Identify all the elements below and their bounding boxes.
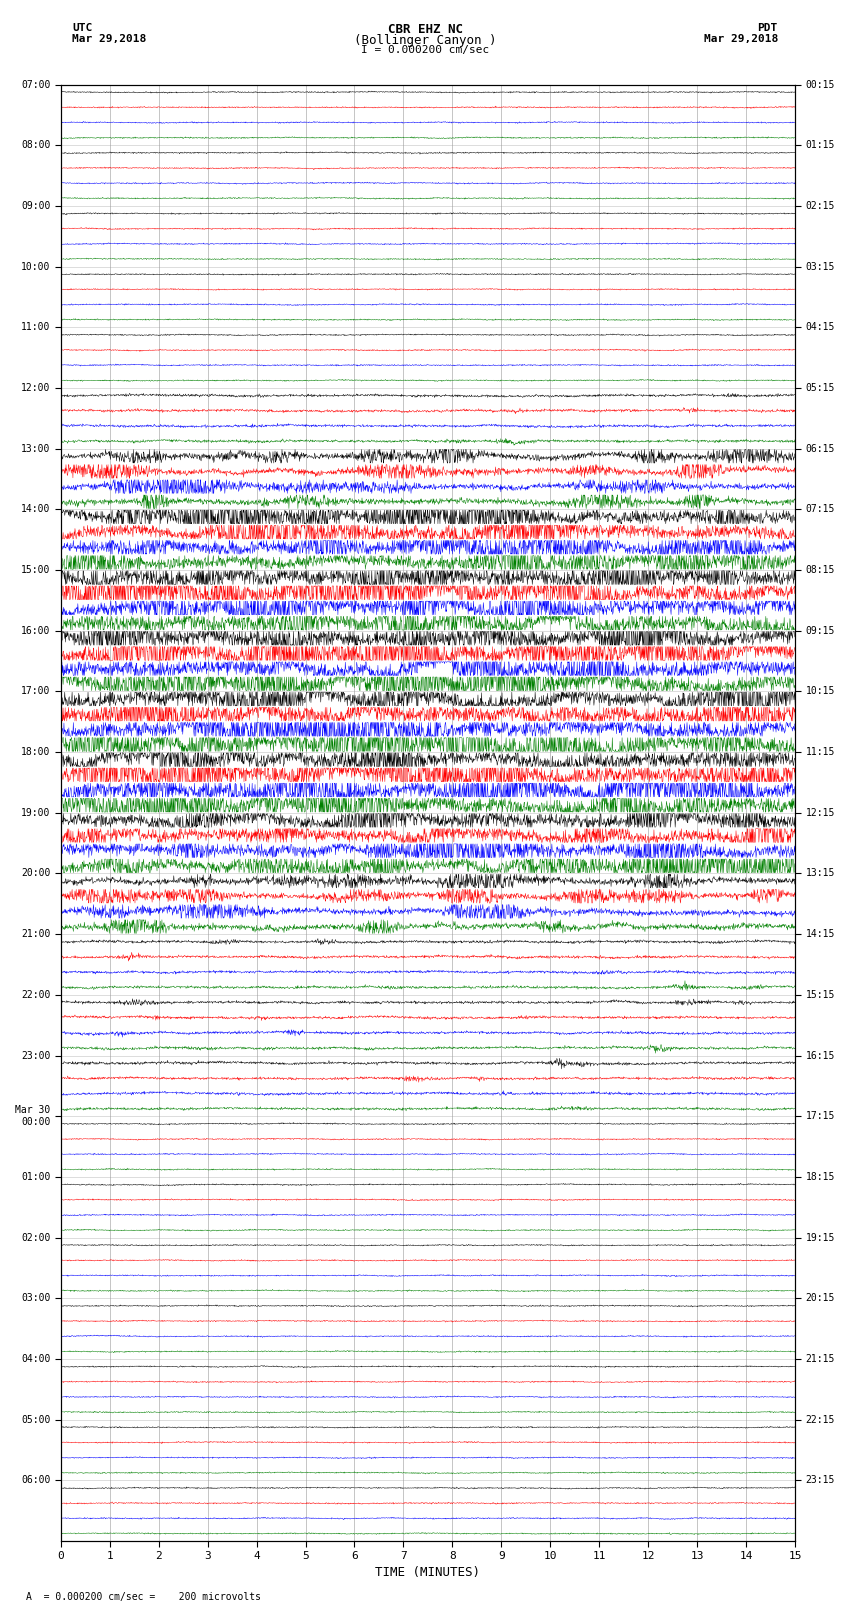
Text: Mar 29,2018: Mar 29,2018: [704, 34, 778, 44]
Text: UTC: UTC: [72, 23, 93, 32]
Text: PDT: PDT: [757, 23, 778, 32]
Text: CBR EHZ NC: CBR EHZ NC: [388, 23, 462, 35]
Text: Mar 29,2018: Mar 29,2018: [72, 34, 146, 44]
X-axis label: TIME (MINUTES): TIME (MINUTES): [376, 1566, 480, 1579]
Text: I = 0.000200 cm/sec: I = 0.000200 cm/sec: [361, 45, 489, 55]
Text: (Bollinger Canyon ): (Bollinger Canyon ): [354, 34, 496, 47]
Text: A  = 0.000200 cm/sec =    200 microvolts: A = 0.000200 cm/sec = 200 microvolts: [26, 1592, 260, 1602]
